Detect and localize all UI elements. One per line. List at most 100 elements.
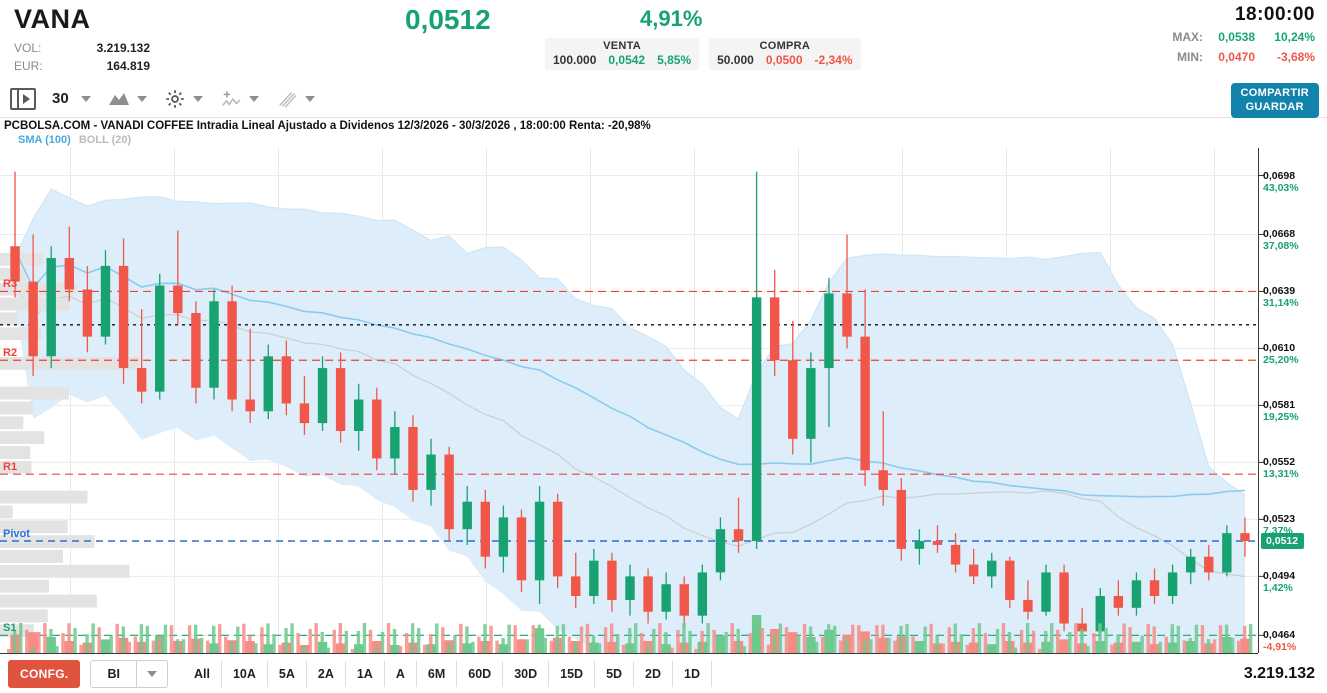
interval-value[interactable]: 30: [52, 90, 69, 107]
min-row: MIN: 0,0470 -3,68%: [1172, 48, 1315, 66]
ask-pct: 5,85%: [657, 53, 692, 67]
max-row: MAX: 0,0538 10,24%: [1172, 28, 1315, 46]
quote-stats: VOL: 3.219.132 EUR: 164.819: [14, 39, 150, 75]
y-tick-pct: -4,91%: [1263, 641, 1297, 654]
y-tick-pct: 31,14%: [1263, 297, 1299, 310]
period-60d[interactable]: 60D: [457, 661, 504, 687]
y-axis-tick: 0,0610 25,20%: [1263, 342, 1299, 366]
y-tick-price: 0,0523: [1263, 513, 1296, 526]
share-label: COMPARTIR: [1240, 87, 1309, 99]
y-tick-pct: 37,08%: [1263, 240, 1299, 253]
last-price: 0,0512: [405, 4, 491, 35]
period-2a[interactable]: 2A: [307, 661, 346, 687]
stat-row-vol: VOL: 3.219.132: [14, 39, 150, 57]
max-label: MAX:: [1172, 30, 1203, 44]
vol-value: 3.219.132: [96, 41, 150, 55]
period-selector[interactable]: All 10A 5A 2A 1A A 6M 60D 30D 15D 5D 2D 1D: [181, 661, 713, 687]
min-label: MIN:: [1177, 50, 1203, 64]
bottom-toolbar: CONFG. BI All 10A 5A 2A 1A A 6M 60D 30D 15D 5D 2D 1D…: [0, 655, 1327, 693]
bi-chevron-down-icon[interactable]: [136, 660, 168, 688]
y-tick-pct: 19,25%: [1263, 411, 1299, 424]
ticker-symbol: VANA: [14, 4, 91, 34]
level-label-s1: S1: [3, 622, 17, 635]
ask-title: VENTA: [603, 40, 642, 52]
legend-sma[interactable]: SMA (100): [18, 134, 71, 146]
chart-title: PCBOLSA.COM - VANADI COFFEE Intradia Lin…: [4, 120, 651, 132]
y-axis-tick: 0,0668 37,08%: [1263, 228, 1299, 252]
ask-qty: 100.000: [553, 53, 597, 67]
quote-header: VANA VOL: 3.219.132 EUR: 164.819 0,0512 …: [0, 0, 1327, 80]
period-1d[interactable]: 1D: [673, 661, 713, 687]
share-save-button[interactable]: COMPARTIR GUARDAR: [1230, 83, 1319, 118]
y-axis-tick: 0,0464 -4,91%: [1263, 629, 1296, 653]
volume-total: 3.219.132: [1243, 665, 1315, 682]
period-6m[interactable]: 6M: [417, 661, 458, 687]
vol-label: VOL:: [14, 41, 42, 55]
period-30d[interactable]: 30D: [503, 661, 550, 687]
max-value: 0,0538: [1218, 30, 1255, 44]
y-tick-pct: 25,20%: [1263, 354, 1299, 367]
draw-pencil-icon[interactable]: [275, 87, 299, 111]
bid-book: COMPRA 50.000 0,0500 -2,34%: [709, 38, 861, 70]
ask-values: 100.000 0,0542 5,85%: [553, 53, 691, 67]
bid-pct: -2,34%: [814, 53, 853, 67]
y-tick-price: 0,0464: [1263, 629, 1296, 642]
y-axis-tick: 0,0698 43,03%: [1263, 170, 1299, 194]
draw-chevron-down-icon[interactable]: [304, 95, 315, 102]
chart-toolbar: 30 CO: [0, 80, 1327, 118]
y-tick-price: 0,0639: [1263, 285, 1296, 298]
indicator-legend: SMA (100) BOLL (20): [0, 134, 1327, 148]
period-2d[interactable]: 2D: [634, 661, 674, 687]
config-button[interactable]: CONFG.: [8, 660, 81, 688]
y-tick-pct: 43,03%: [1263, 181, 1299, 194]
y-axis-tick: 0,0639 31,14%: [1263, 285, 1299, 309]
bid-price: 0,0500: [765, 53, 803, 67]
level-label-pivot: Pivot: [3, 527, 30, 540]
y-tick-price: 0,0552: [1263, 456, 1296, 469]
y-tick-price: 0,0698: [1263, 169, 1296, 182]
bi-selector[interactable]: BI: [90, 660, 168, 688]
chart-type-icon[interactable]: [107, 87, 131, 111]
settings-chevron-down-icon[interactable]: [192, 95, 203, 102]
y-tick-pct: 13,31%: [1263, 468, 1299, 481]
chart-area[interactable]: 0,0698 43,03% 0,0668 37,08% 0,0639 31,14% 0,06…: [0, 148, 1327, 653]
period-a[interactable]: A: [385, 661, 417, 687]
max-pct: 10,24%: [1274, 30, 1315, 44]
save-label: GUARDAR: [1245, 101, 1304, 113]
gear-icon[interactable]: [163, 87, 187, 111]
period-10a[interactable]: 10A: [222, 661, 268, 687]
y-tick-price: 0,0494: [1263, 570, 1296, 583]
bid-qty: 50.000: [717, 53, 754, 67]
session-time: 18:00:00: [1234, 4, 1315, 25]
bi-button[interactable]: BI: [90, 660, 137, 688]
min-value: 0,0470: [1218, 50, 1255, 64]
level-label-r3: R3: [3, 278, 18, 291]
level-label-r1: R1: [3, 461, 18, 474]
legend-boll[interactable]: BOLL (20): [78, 134, 132, 146]
sidebar-toggle-icon[interactable]: [10, 87, 36, 110]
add-indicator-icon[interactable]: [219, 87, 243, 111]
bid-values: 50.000 0,0500 -2,34%: [717, 53, 852, 67]
period-5d[interactable]: 5D: [595, 661, 635, 687]
y-tick-price: 0,0581: [1263, 399, 1296, 412]
price-axis[interactable]: 0,0698 43,03% 0,0668 37,08% 0,0639 31,14% 0,06…: [1258, 148, 1327, 653]
quote-header-right: 18:00:00 MAX: 0,0538 10,24% MIN: 0,0470 …: [1172, 4, 1315, 66]
price-plot[interactable]: [0, 148, 1258, 653]
period-1a[interactable]: 1A: [346, 661, 385, 687]
y-tick-pct: 1,42%: [1263, 582, 1293, 595]
quote-header-left: VANA VOL: 3.219.132 EUR: 164.819: [14, 4, 150, 75]
ask-book: VENTA 100.000 0,0542 5,85%: [545, 38, 700, 70]
price-plot-svg: [0, 148, 1258, 653]
chart-type-chevron-down-icon[interactable]: [136, 95, 147, 102]
eur-label: EUR:: [14, 59, 43, 73]
stat-row-eur: EUR: 164.819: [14, 57, 150, 75]
period-15d[interactable]: 15D: [549, 661, 596, 687]
period-5a[interactable]: 5A: [268, 661, 307, 687]
ask-price: 0,0542: [608, 53, 646, 67]
interval-chevron-down-icon[interactable]: [80, 95, 91, 102]
period-all[interactable]: All: [181, 661, 222, 687]
y-tick-price: 0,0668: [1263, 228, 1296, 241]
change-percent: 4,91%: [640, 6, 703, 31]
indicator-chevron-down-icon[interactable]: [248, 95, 259, 102]
